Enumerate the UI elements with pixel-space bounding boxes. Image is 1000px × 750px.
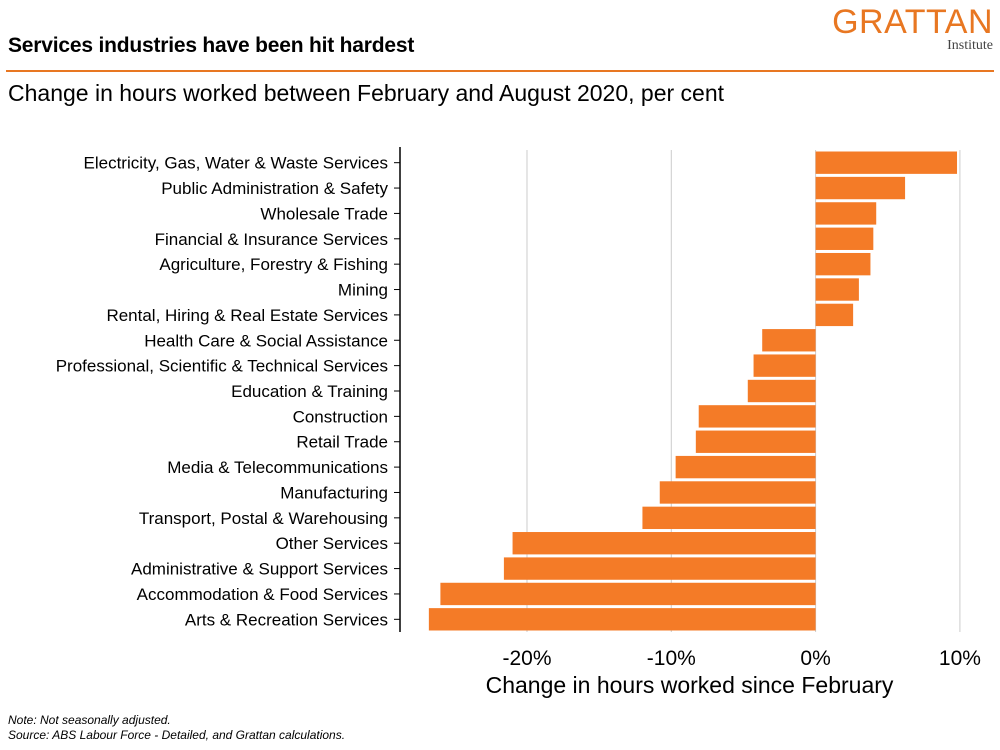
category-label: Health Care & Social Assistance <box>144 331 388 350</box>
category-label: Administrative & Support Services <box>131 560 388 579</box>
x-tick-label: 0% <box>800 647 830 670</box>
bar <box>675 455 816 479</box>
category-label: Construction <box>293 407 388 426</box>
logo-wordmark: GRATTAN <box>832 3 993 41</box>
category-label: Financial & Insurance Services <box>155 230 388 249</box>
bar <box>762 329 816 352</box>
category-label: Media & Telecommunications <box>167 458 388 477</box>
x-axis-title: Change in hours worked since February <box>486 672 894 698</box>
note-text: Note: Not seasonally adjusted. <box>8 713 171 727</box>
bar <box>815 227 874 250</box>
chart-notes: Note: Not seasonally adjusted. Source: A… <box>8 713 345 743</box>
category-label: Education & Training <box>231 382 388 401</box>
bar <box>503 557 816 580</box>
bar <box>642 506 816 530</box>
category-label: Mining <box>338 281 388 300</box>
category-label: Transport, Postal & Warehousing <box>139 509 388 528</box>
x-tick-labels: -20% -10% 0% 10% <box>502 647 980 670</box>
category-label: Agriculture, Forestry & Fishing <box>159 255 388 274</box>
category-label: Public Administration & Safety <box>161 179 388 198</box>
x-tick-label: 10% <box>939 647 981 670</box>
bar <box>815 278 859 301</box>
bar <box>440 582 816 606</box>
category-label: Wholesale Trade <box>260 204 388 223</box>
x-tick-label: -20% <box>502 647 551 670</box>
bar <box>428 608 816 631</box>
source-text: Source: ABS Labour Force - Detailed, and… <box>8 728 346 742</box>
bar <box>695 430 816 453</box>
bar <box>815 303 854 327</box>
bar <box>512 532 816 555</box>
bars <box>428 151 958 631</box>
grattan-logo: GRATTAN Institute <box>832 4 993 53</box>
bar <box>815 151 958 174</box>
category-labels: Electricity, Gas, Water & Waste Services… <box>56 154 389 630</box>
bar <box>815 202 877 225</box>
bar <box>753 354 816 377</box>
y-axis <box>394 147 401 632</box>
bar <box>747 379 816 403</box>
bar <box>659 481 816 504</box>
title-divider <box>6 70 994 72</box>
category-label: Retail Trade <box>296 433 388 452</box>
bar <box>815 252 871 276</box>
chart-title: Services industries have been hit hardes… <box>8 34 415 57</box>
category-label: Rental, Hiring & Real Estate Services <box>106 306 388 325</box>
chart-subtitle: Change in hours worked between February … <box>8 80 725 106</box>
x-tick-label: -10% <box>647 647 696 670</box>
category-label: Manufacturing <box>280 483 388 502</box>
category-label: Other Services <box>276 534 388 553</box>
logo-subtitle: Institute <box>947 38 993 53</box>
category-label: Accommodation & Food Services <box>137 585 388 604</box>
category-label: Arts & Recreation Services <box>185 610 388 629</box>
bar <box>698 405 816 428</box>
category-label: Professional, Scientific & Technical Ser… <box>56 357 388 376</box>
category-label: Electricity, Gas, Water & Waste Services <box>84 154 389 173</box>
bar <box>815 176 906 200</box>
